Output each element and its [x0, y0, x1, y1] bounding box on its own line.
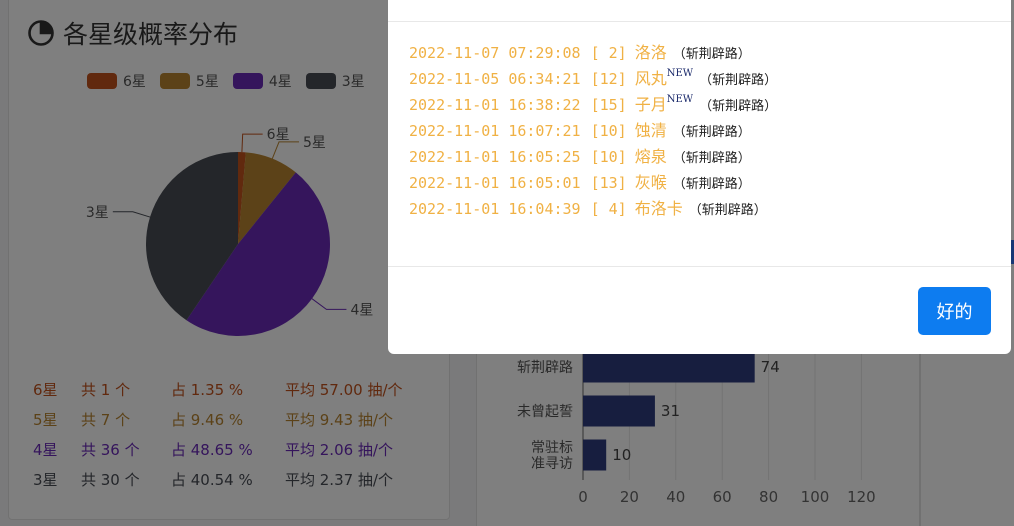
record-list: 2022-11-07 07:29:08[ 2] 洛洛 （斩荆辟路） 2022-11-0… [409, 40, 777, 222]
record-pool: （斩荆辟路） [672, 47, 751, 62]
record-rank: [13] [590, 174, 627, 192]
record-row: 2022-11-01 16:07:21 [10] 蚀清 （斩荆辟路） [409, 118, 777, 144]
record-name: 风丸 [634, 69, 667, 88]
new-badge: NEW [666, 94, 694, 105]
record-row: 2022-11-01 16:05:25 [10] 熔泉 （斩荆辟路） [409, 144, 777, 170]
modal-footer-divider [388, 266, 1011, 267]
ok-button[interactable]: 好的 [918, 287, 991, 335]
record-rank: [10] [590, 122, 627, 140]
record-name: 灰喉 [634, 173, 667, 192]
record-row: 2022-11-01 16:04:39 [ 4] 布洛卡 （斩荆辟路） [409, 196, 777, 222]
record-pool: （斩荆辟路） [672, 177, 751, 192]
record-time: 2022-11-01 16:05:01 [409, 174, 581, 192]
record-name: 布洛卡 [634, 199, 683, 218]
record-pool: （斩荆辟路） [672, 151, 751, 166]
record-pool: （斩荆辟路） [688, 203, 767, 218]
record-time: 2022-11-07 07:29:08 [409, 44, 581, 62]
record-name: 熔泉 [634, 147, 667, 166]
pull-records-modal: 2022-11-07 07:29:08[ 2] 洛洛 （斩荆辟路） 2022-11-0… [388, 0, 1011, 354]
record-row: 2022-11-07 07:29:08 [ 2] 洛洛 （斩荆辟路） [409, 40, 777, 66]
record-rank: [10] [590, 148, 627, 166]
record-time: 2022-11-05 06:34:21 [409, 70, 581, 88]
record-rank: [12] [590, 70, 627, 88]
record-rank: [ 2] [590, 44, 627, 62]
record-pool: （斩荆辟路） [672, 125, 751, 140]
record-name: 子月 [634, 95, 667, 114]
record-rank: [ 4] [590, 200, 627, 218]
record-time: 2022-11-01 16:38:22 [409, 96, 581, 114]
record-rank: [15] [590, 96, 627, 114]
record-time: 2022-11-01 16:05:25 [409, 148, 581, 166]
record-name: 蚀清 [634, 121, 667, 140]
new-badge: NEW [666, 68, 694, 79]
record-pool: （斩荆辟路） [699, 99, 778, 114]
record-pool: （斩荆辟路） [699, 73, 778, 88]
modal-header-divider [388, 21, 1011, 22]
record-row: 2022-11-01 16:05:01 [13] 灰喉 （斩荆辟路） [409, 170, 777, 196]
record-row: 2022-11-05 06:34:21 [12] 风丸 NEW （斩荆辟路） [409, 66, 777, 92]
record-name: 洛洛 [634, 43, 667, 62]
record-row: 2022-11-01 16:38:22 [15] 子月 NEW （斩荆辟路） [409, 92, 777, 118]
record-time: 2022-11-01 16:07:21 [409, 122, 581, 140]
record-time: 2022-11-01 16:04:39 [409, 200, 581, 218]
